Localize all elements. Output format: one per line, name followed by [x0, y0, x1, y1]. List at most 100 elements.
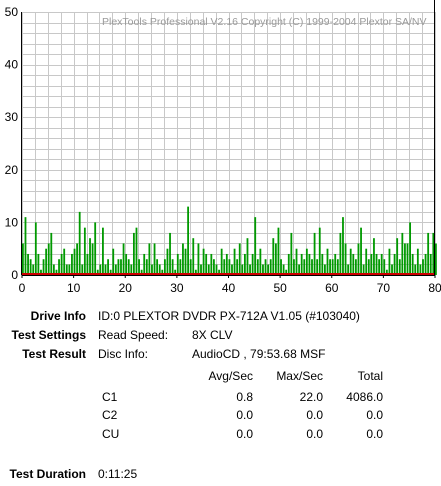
c1-bar — [298, 264, 301, 275]
x-tick-label: 50 — [273, 281, 287, 295]
c1-bar — [411, 253, 414, 275]
c1-bar — [161, 269, 164, 275]
c1-bar — [321, 253, 324, 275]
c1-bar — [220, 248, 223, 275]
c1-bar — [86, 253, 89, 275]
x-tick-label: 0 — [19, 281, 26, 295]
y-tick-label: 40 — [5, 58, 19, 72]
c1-bar — [182, 243, 184, 275]
c1-bar — [158, 264, 161, 275]
c1-bar — [419, 264, 422, 275]
c1-bar — [393, 253, 396, 275]
c1-bar — [331, 259, 334, 275]
c1-bar — [357, 243, 360, 275]
c1-bar — [50, 232, 53, 275]
c1-bar — [238, 243, 241, 275]
c1-bar — [117, 259, 120, 275]
c1-bar — [285, 269, 288, 275]
c1-bar — [166, 248, 169, 275]
row-c2-avg: 0.0 — [236, 408, 253, 422]
x-axis-ticks: 0 10 20 30 40 50 60 70 80 — [19, 275, 441, 295]
y-tick-label: 50 — [5, 5, 19, 19]
c1-bar — [259, 248, 262, 275]
c1-bar — [112, 248, 115, 275]
c1-bar — [365, 248, 368, 275]
col-header-total: Total — [357, 369, 383, 383]
c1-bar — [293, 259, 295, 275]
c1-bar — [27, 253, 29, 275]
c1-bar — [140, 269, 143, 275]
read-speed-value: 8X CLV — [192, 328, 233, 342]
y-tick-label: 0 — [11, 268, 18, 282]
c1-bar — [274, 243, 277, 275]
c1-bar — [60, 253, 63, 275]
c1-bar — [52, 264, 55, 275]
c1-bar — [316, 259, 319, 275]
c1-bar — [200, 264, 202, 275]
c1-bar — [143, 253, 146, 275]
c1-bar — [243, 253, 246, 275]
c1-bar — [334, 253, 337, 275]
c1-bar — [349, 248, 352, 275]
x-tick-label: 70 — [377, 281, 391, 295]
c1-bar — [130, 264, 133, 275]
c1-bar — [179, 259, 182, 275]
c1-bar — [406, 243, 409, 275]
c1-bar — [42, 259, 45, 275]
c1-bar — [305, 248, 308, 275]
c1-bar — [295, 248, 298, 275]
c1-bar — [280, 259, 282, 275]
drive-info-value: ID:0 PLEXTOR DVDR PX-712A V1.05 (#103040… — [98, 309, 360, 323]
c1-bar — [37, 253, 40, 275]
c1-bar — [256, 259, 259, 275]
c1-bar — [324, 264, 326, 275]
c1-bar — [205, 253, 208, 275]
disc-info-value: AudioCD , 79:53.68 MSF — [192, 347, 326, 361]
x-tick-label: 20 — [119, 281, 133, 295]
c1-bar — [34, 222, 37, 275]
c1-bar — [174, 269, 177, 275]
test-result-label: Test Result — [22, 347, 86, 361]
c1-bar — [347, 264, 350, 275]
c1-bar — [409, 222, 411, 275]
c1-bar — [272, 238, 275, 275]
row-cu-avg: 0.0 — [236, 427, 253, 441]
c1-bar — [435, 243, 437, 275]
c1-bar — [391, 264, 393, 275]
c1-series — [22, 206, 437, 275]
c1-bar — [383, 259, 386, 275]
c1-bar — [65, 264, 68, 275]
c1-bar — [354, 259, 357, 275]
drive-info-label: Drive Info — [30, 309, 86, 323]
row-c1-avg: 0.8 — [236, 390, 253, 404]
y-axis-ticks: 0 10 20 30 40 50 — [5, 5, 19, 282]
c1-bar — [396, 238, 399, 275]
c1-bar — [187, 206, 190, 275]
c1-bar — [45, 248, 48, 275]
c1-bar — [375, 253, 378, 275]
c1-bar — [282, 264, 285, 275]
c1-bar — [241, 264, 244, 275]
c1-bar — [228, 259, 231, 275]
c1-bar — [151, 264, 153, 275]
c1-bar — [169, 232, 171, 275]
y-tick-label: 10 — [5, 215, 19, 229]
c1-bar — [102, 227, 104, 275]
c1-bar — [388, 248, 391, 275]
c1-bar — [94, 222, 97, 275]
c1-bar — [233, 248, 236, 275]
c1-bar — [29, 259, 32, 275]
c1-bar — [373, 238, 375, 275]
c1-bar — [63, 248, 66, 275]
c1-bar — [210, 253, 213, 275]
c1-bar — [290, 232, 293, 275]
c1-bar — [96, 269, 99, 275]
c1-bar — [432, 232, 435, 275]
c1-bar — [213, 259, 215, 275]
c1-bar — [55, 269, 58, 275]
c1-bar — [329, 259, 331, 275]
c1-bar — [264, 259, 267, 275]
c1-bar — [424, 253, 427, 275]
copyright-watermark: PlexTools Professional V2.16 Copyright (… — [102, 16, 427, 28]
c1-bar — [107, 259, 109, 275]
